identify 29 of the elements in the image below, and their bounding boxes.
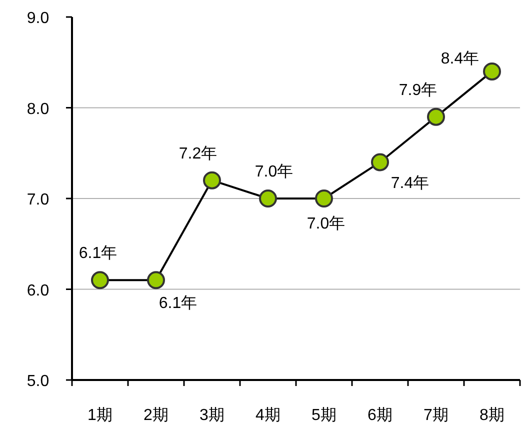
y-tick-label: 7.0 <box>26 192 50 208</box>
point <box>203 171 221 190</box>
x-tick-label: 1期 <box>88 406 112 424</box>
x-tick-label: 5期 <box>312 406 336 424</box>
x-tick-label: 6期 <box>368 406 392 424</box>
point <box>315 190 333 208</box>
x-tick-label: 4期 <box>256 406 280 424</box>
data-label: 7.9年 <box>398 82 438 99</box>
data-label: 7.0年 <box>306 216 346 232</box>
data-label: 7.0年 <box>254 164 294 180</box>
x-tick-label: 2期 <box>144 406 168 424</box>
point <box>427 108 445 126</box>
point <box>147 271 165 290</box>
x-tick-label: 7期 <box>424 406 448 424</box>
y-tick-label: 9.0 <box>26 10 50 27</box>
point <box>371 153 389 172</box>
data-label: 8.4年 <box>440 50 480 68</box>
y-tick-label: 5.0 <box>26 373 50 390</box>
point <box>91 271 109 290</box>
x-tick-label: 3期 <box>200 406 224 424</box>
y-tick-label: 6.0 <box>26 282 50 300</box>
data-label: 7.4年 <box>390 175 430 192</box>
point <box>259 190 277 208</box>
data-label: 6.1年 <box>78 245 118 262</box>
data-label: 7.2年 <box>178 145 218 162</box>
y-tick-label: 8.0 <box>26 100 50 118</box>
x-tick-label: 8期 <box>480 406 504 424</box>
data-label: 6.1年 <box>158 295 198 312</box>
point <box>483 62 501 80</box>
